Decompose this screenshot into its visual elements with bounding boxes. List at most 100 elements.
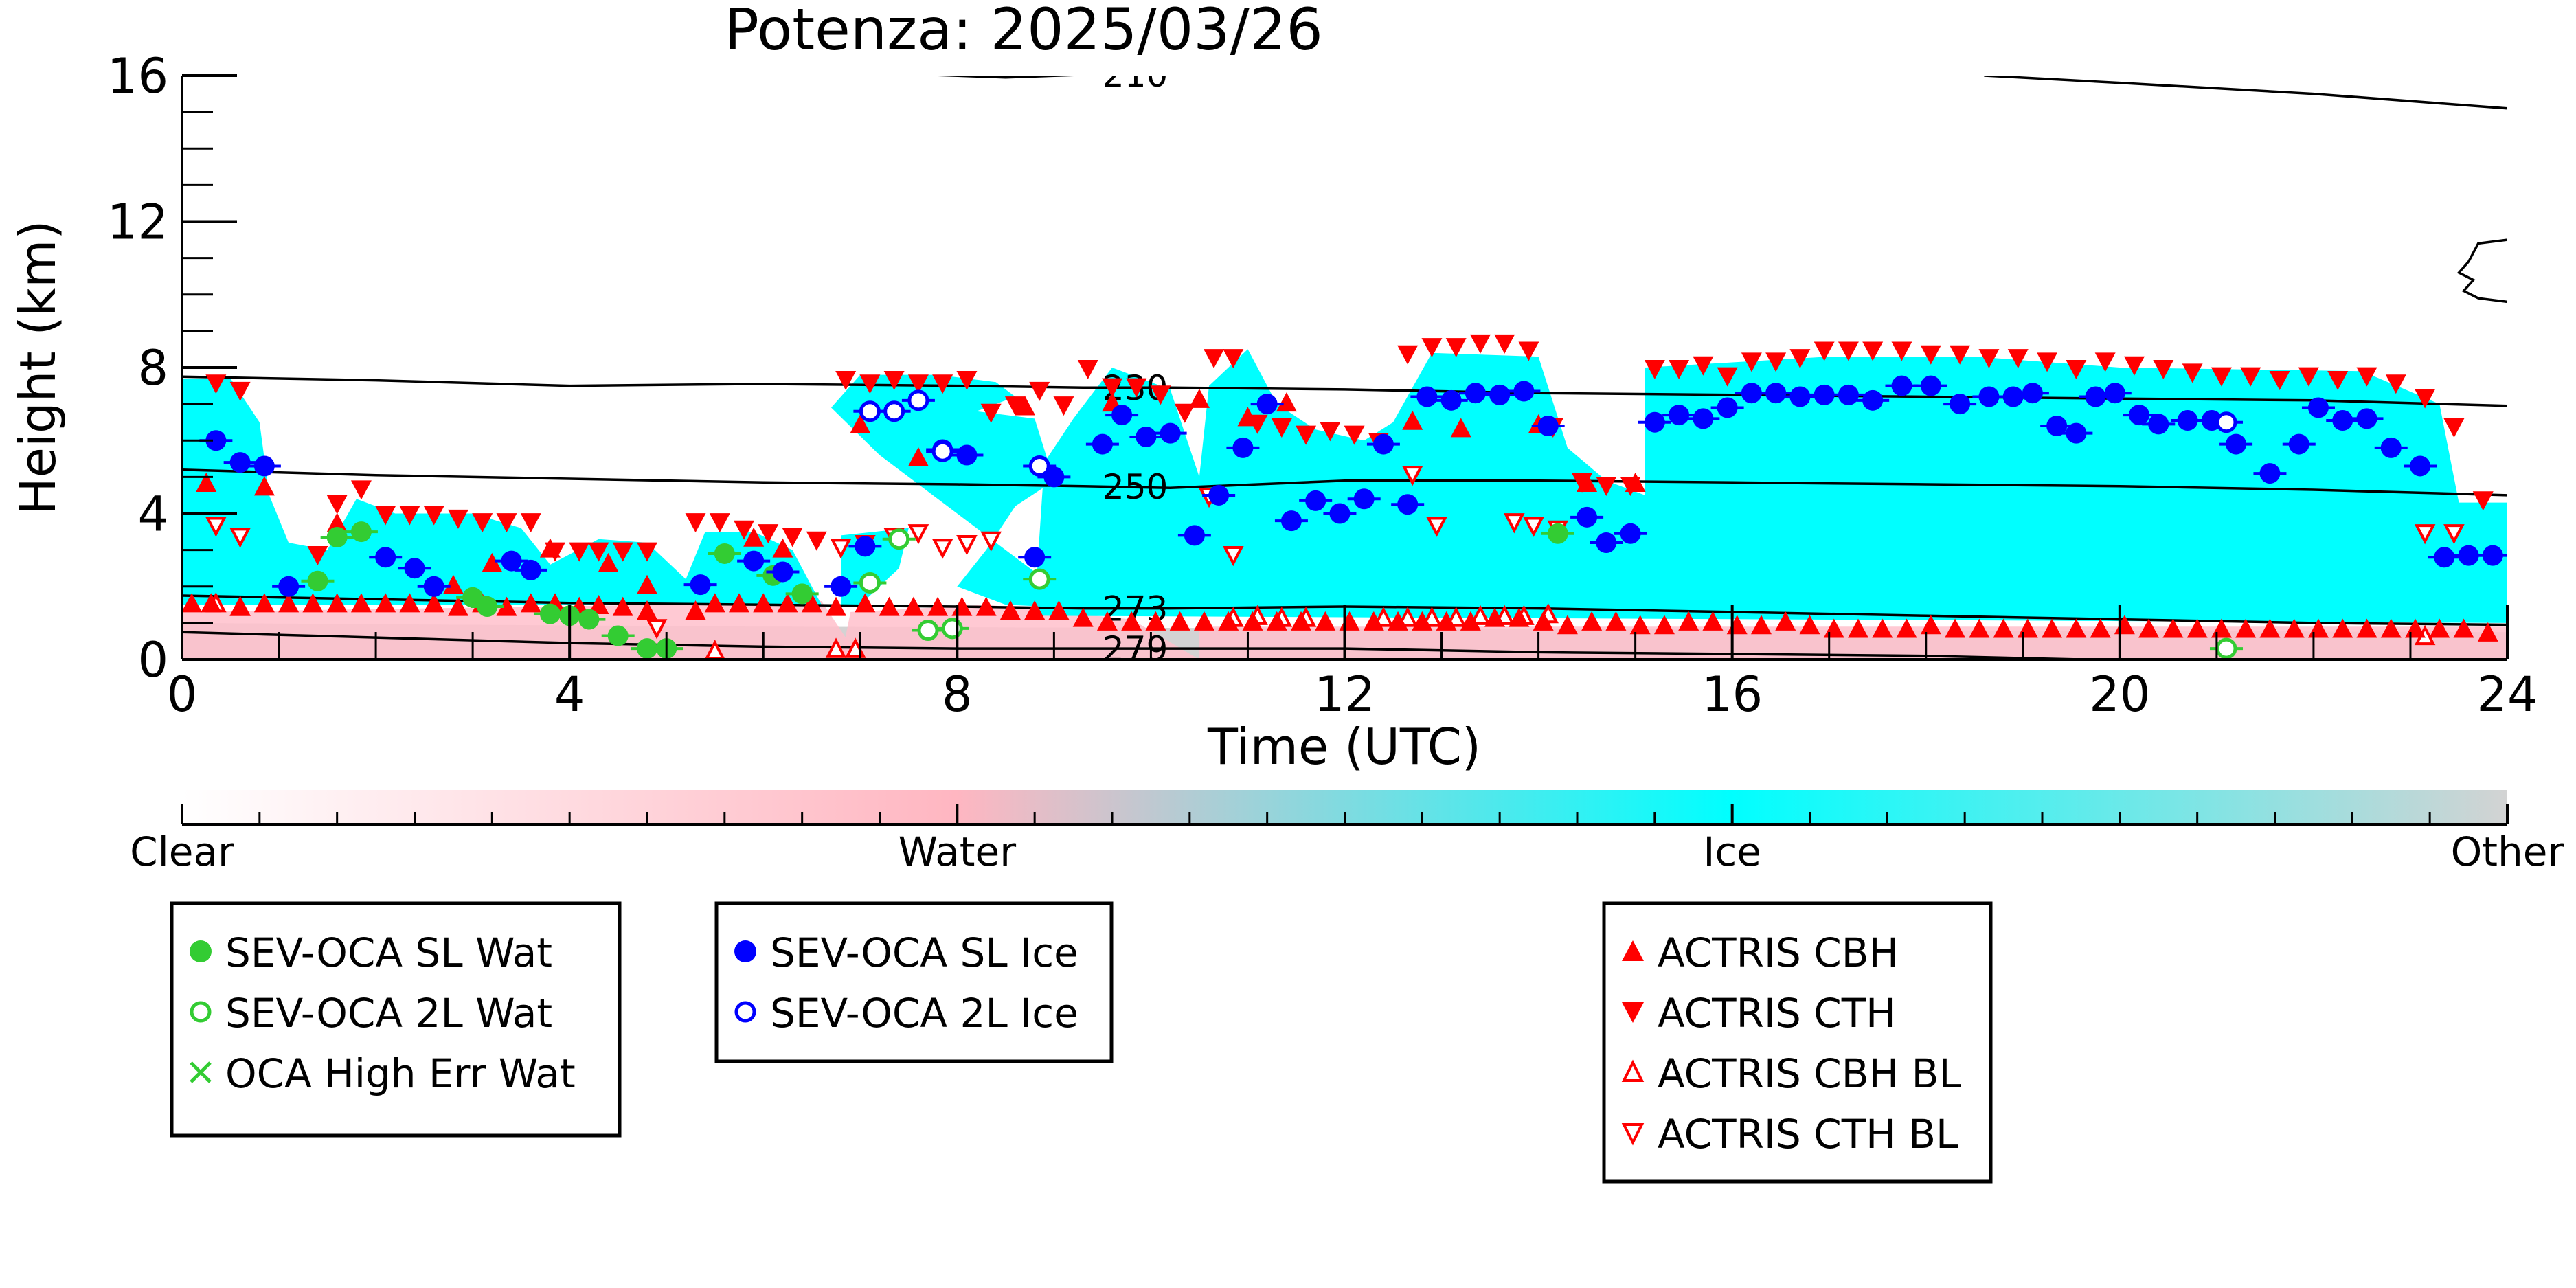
data-point	[1397, 494, 1419, 515]
legend-label: OCA High Err Wat	[225, 1050, 576, 1097]
data-point	[1160, 422, 1181, 444]
data-point	[2066, 360, 2087, 379]
colorbar-label: Water	[899, 828, 1017, 875]
series-actris-cbh	[182, 388, 2498, 642]
data-point	[201, 593, 222, 613]
data-point	[2356, 408, 2377, 429]
data-point	[1605, 611, 1627, 631]
data-point	[196, 473, 217, 492]
legend-marker	[1621, 1059, 1645, 1082]
data-point	[2380, 437, 2402, 458]
data-point	[2182, 363, 2203, 383]
legend-label: SEV-OCA 2L Ice	[770, 990, 1078, 1037]
data-point	[278, 593, 300, 613]
legend-box: SEV-OCA SL Wat SEV-OCA 2L Wat OCA High Err…	[170, 901, 622, 1138]
data-point	[1174, 403, 1195, 423]
legend-entry: SEV-OCA 2L Wat	[190, 990, 552, 1037]
data-point	[1015, 396, 1036, 416]
data-point	[520, 593, 541, 613]
data-point	[1363, 611, 1384, 631]
data-point	[1537, 416, 1559, 436]
data-point	[859, 572, 881, 594]
legend-marker	[190, 940, 212, 962]
data-point	[1577, 506, 1598, 528]
data-point	[637, 574, 657, 594]
legend-label: ACTRIS CTH BL	[1658, 1111, 1958, 1157]
data-point	[1048, 600, 1070, 620]
data-point	[326, 512, 348, 532]
data-point	[932, 374, 953, 394]
data-point	[855, 536, 876, 557]
data-point	[855, 593, 876, 613]
chart-title: Potenza: 2025/03/26	[724, 0, 1323, 63]
data-point	[743, 550, 765, 572]
legend-entry: ACTRIS CBH BL	[1621, 1050, 1961, 1097]
data-point	[1469, 605, 1491, 625]
data-point	[931, 539, 953, 559]
data-point	[1271, 418, 1292, 438]
data-point	[399, 506, 420, 526]
legend-frame	[714, 901, 1114, 1063]
legend-marker	[1621, 1123, 1645, 1146]
data-point	[1581, 611, 1603, 631]
data-point	[1838, 341, 1859, 361]
data-point	[1848, 618, 1869, 638]
data-point	[690, 574, 711, 596]
data-point	[2327, 370, 2349, 390]
data-point	[825, 637, 847, 658]
data-point	[1092, 433, 1113, 455]
data-point	[375, 593, 396, 613]
legend-label: ACTRIS CBH	[1658, 929, 1899, 976]
data-point	[2298, 367, 2319, 387]
data-point	[612, 596, 633, 616]
data-point	[2104, 383, 2125, 404]
data-point	[2215, 637, 2237, 659]
data-point	[637, 542, 657, 562]
data-point	[879, 596, 900, 616]
data-point	[2066, 618, 2087, 638]
data-point	[2148, 414, 2169, 435]
data-point	[350, 521, 372, 543]
data-point	[1388, 611, 1409, 631]
legend-marker	[734, 1001, 756, 1023]
data-point	[1518, 341, 1539, 361]
data-point	[1872, 618, 1893, 638]
data-point	[423, 593, 444, 613]
data-point	[888, 528, 910, 550]
data-point	[205, 517, 227, 537]
data-point	[1053, 396, 1074, 416]
data-point	[1445, 338, 1467, 358]
legend-box: SEV-OCA SL Ice SEV-OCA 2L Ice	[714, 901, 1114, 1063]
data-point	[1460, 611, 1481, 631]
y-tick-label: 16	[107, 48, 168, 104]
data-point	[2090, 618, 2111, 638]
data-point	[801, 593, 822, 613]
data-point	[1266, 611, 1287, 631]
data-point	[2235, 618, 2257, 638]
data-point	[1717, 397, 1738, 418]
data-point	[2259, 618, 2281, 638]
data-point	[482, 552, 503, 572]
data-point	[302, 593, 324, 613]
data-point	[1693, 408, 1714, 429]
x-tick-label: 20	[2089, 666, 2150, 723]
data-point	[2356, 618, 2377, 638]
data-point	[931, 440, 953, 462]
data-point	[1969, 618, 1990, 638]
data-point	[501, 550, 522, 572]
data-point	[1004, 396, 1026, 416]
data-point	[1469, 334, 1491, 354]
data-point	[1509, 607, 1530, 627]
data-point	[2283, 618, 2305, 638]
data-point	[826, 596, 847, 616]
contour-line	[2456, 238, 2507, 304]
data-point	[743, 527, 765, 547]
data-point	[1028, 455, 1050, 477]
data-point	[278, 576, 300, 597]
data-point	[782, 528, 803, 547]
data-point	[980, 531, 1002, 552]
data-point	[1750, 615, 1772, 635]
data-point	[1193, 611, 1214, 631]
contour-label: 250	[1103, 467, 1168, 507]
